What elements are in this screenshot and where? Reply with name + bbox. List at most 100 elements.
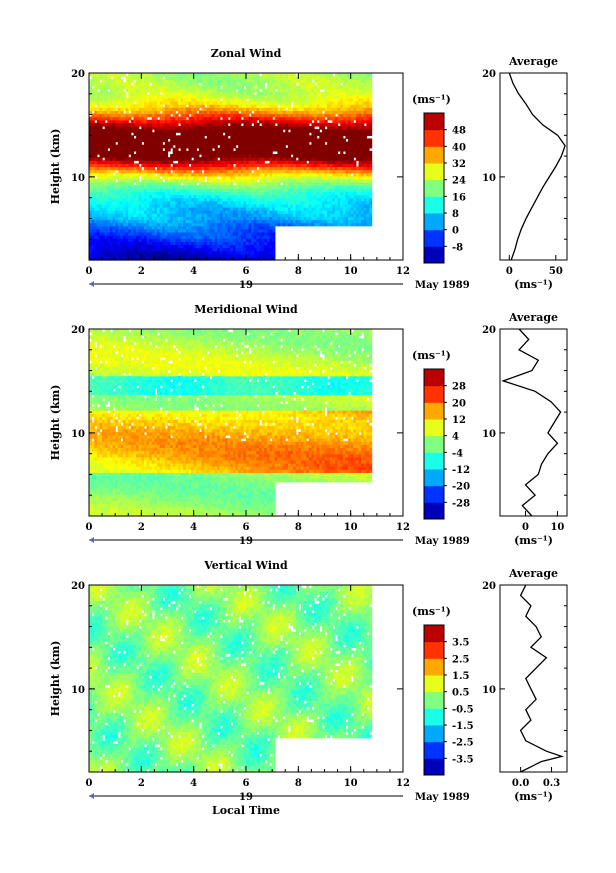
heatmap-cell (91, 150, 95, 155)
heatmap-cell (91, 73, 95, 77)
heatmap-cell (94, 125, 98, 130)
heatmap-cell (91, 166, 95, 171)
heatmap-cell (89, 104, 93, 108)
heatmap-cell (94, 235, 98, 239)
heatmap-cell (96, 241, 101, 246)
heatmap-cell (89, 213, 93, 217)
heatmap-cell (91, 213, 95, 217)
heatmap-cell (91, 194, 95, 199)
heatmap-cell (91, 207, 95, 211)
heatmap-cell (94, 219, 98, 224)
heatmap-cell (96, 253, 101, 258)
heatmap-cell (91, 191, 95, 196)
heatmap-cell (89, 250, 93, 255)
heatmap-cell (91, 210, 95, 214)
heatmap-cell (91, 129, 95, 133)
heatmap-cell (94, 191, 98, 196)
heatmap-cell (94, 160, 98, 164)
heatmap-cell (91, 253, 95, 258)
heatmap-cell (91, 119, 95, 124)
heatmap-cell (96, 219, 101, 224)
heatmap-cell (94, 207, 98, 211)
heatmap-cell (96, 178, 101, 183)
heatmap-cell (89, 207, 93, 211)
heatmap-cell (96, 213, 101, 217)
heatmap-cell (94, 238, 98, 242)
heatmap-cell (94, 216, 98, 221)
heatmap-cell (96, 182, 101, 186)
heatmap-cell (91, 141, 95, 146)
heatmap-cell (96, 166, 101, 171)
heatmap-cell (91, 76, 95, 80)
heatmap-cell (96, 141, 101, 146)
heatmap-cell (91, 88, 95, 93)
heatmap-cell (96, 76, 101, 80)
heatmap-cell (89, 169, 93, 174)
heatmap-cell (91, 197, 95, 202)
heatmap-cell (96, 135, 101, 140)
heatmap-cell (96, 203, 101, 208)
heatmap-cell (91, 219, 95, 224)
heatmap-cell (91, 241, 95, 246)
heatmap-cell (89, 107, 93, 111)
heatmap-cell (91, 250, 95, 255)
heatmap-cell (89, 163, 93, 168)
heatmap-cell (94, 225, 98, 230)
heatmap-cell (91, 94, 95, 99)
heatmap-cell (91, 97, 95, 102)
heatmap-cell (91, 185, 95, 189)
heatmap-cell (89, 97, 93, 102)
heatmap-cell (89, 129, 93, 133)
heatmap-cell (89, 238, 93, 242)
heatmap-cell (91, 175, 95, 180)
heatmap-cell (89, 172, 93, 177)
heatmap-cell (91, 182, 95, 186)
heatmap-cell (89, 88, 93, 93)
heatmap-cell (89, 247, 93, 252)
heatmap-cell (94, 169, 98, 174)
heatmap-cell (89, 110, 93, 115)
heatmap-cell (94, 178, 98, 183)
heatmap-cell (94, 182, 98, 186)
heatmap-cell (96, 207, 101, 211)
heatmap-cell (89, 144, 93, 149)
heatmap-cell (89, 231, 93, 236)
heatmap-cell (89, 175, 93, 180)
heatmap-cell (96, 175, 101, 180)
heatmap-cell (91, 91, 95, 96)
heatmap-cell (94, 110, 98, 115)
heatmap-cell (89, 197, 93, 202)
heatmap-cell (91, 132, 95, 136)
heatmap-cell (91, 154, 95, 158)
heatmap-cell (89, 219, 93, 224)
heatmap-cell (91, 231, 95, 236)
heatmap-cell (91, 113, 95, 118)
heatmap-cell (91, 101, 95, 105)
heatmap-cell (91, 188, 95, 193)
heatmap-cell (91, 178, 95, 183)
heatmap-cell (91, 238, 95, 242)
heatmap-cell (91, 228, 95, 233)
heatmap-cell (94, 141, 98, 146)
heatmap-cell (96, 125, 101, 130)
heatmap-cell (96, 200, 101, 205)
heatmap-cell (96, 247, 101, 252)
heatmap-cell (91, 82, 95, 87)
heatmap-cell (96, 85, 101, 90)
heatmap-cell (89, 138, 93, 143)
heatmap-cell (89, 135, 93, 140)
heatmap-cell (94, 94, 98, 99)
heatmap-cell (94, 73, 98, 77)
heatmap-cell (94, 135, 98, 140)
heatmap-cell (89, 235, 93, 239)
heatmap-cell (96, 147, 101, 152)
heatmap-cell (94, 247, 98, 252)
heatmap-cell (91, 256, 95, 261)
heatmap-cell (94, 222, 98, 227)
heatmap-cell (96, 138, 101, 143)
heatmap-cell (94, 250, 98, 255)
heatmap-cell (94, 163, 98, 168)
heatmap-cell (89, 210, 93, 214)
heatmap-cell (96, 116, 101, 121)
